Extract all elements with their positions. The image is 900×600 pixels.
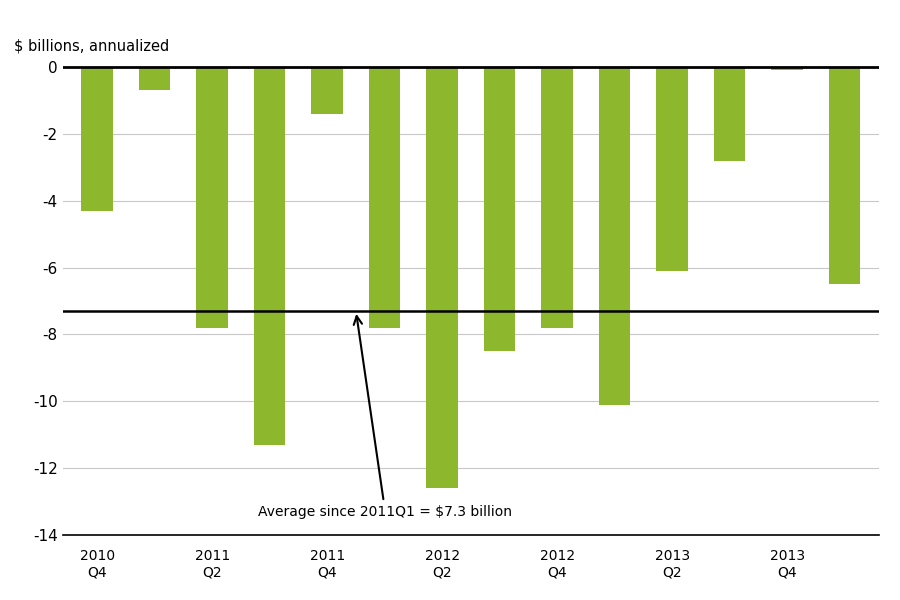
Bar (81, 67, 113, 211)
Bar (484, 67, 516, 351)
Bar (139, 67, 170, 91)
Bar (542, 67, 573, 328)
Bar (311, 67, 343, 114)
Bar (771, 67, 803, 70)
Bar (656, 67, 688, 271)
Bar (829, 67, 860, 284)
Bar (254, 67, 285, 445)
Bar (427, 67, 458, 488)
Text: $ billions, annualized: $ billions, annualized (14, 38, 169, 53)
Bar (598, 67, 631, 404)
Bar (369, 67, 400, 328)
Bar (196, 67, 228, 328)
Text: Average since 2011Q1 = $7.3 billion: Average since 2011Q1 = $7.3 billion (258, 316, 512, 518)
Bar (714, 67, 745, 161)
